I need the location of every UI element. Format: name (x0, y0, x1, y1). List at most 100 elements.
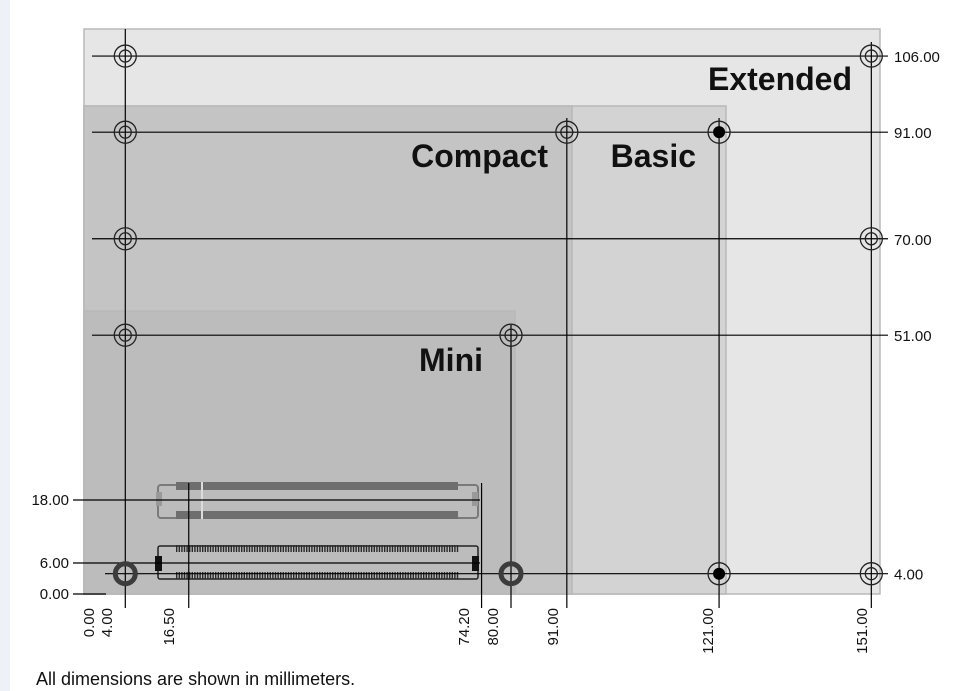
connector-pin (280, 572, 282, 579)
connector-pin (376, 545, 378, 552)
connector-pin (204, 545, 206, 552)
connector-pin (355, 545, 357, 552)
connector-pin (324, 572, 326, 579)
connector-pin (277, 572, 279, 579)
dim-label-y-70-00: 70.00 (894, 232, 932, 249)
connector-pin (308, 572, 310, 579)
dim-label-y-left-0-00: 0.00 (40, 586, 69, 603)
connector-pin (449, 572, 451, 579)
connector-pin (217, 572, 219, 579)
connector-pin (186, 572, 188, 579)
connector-pin (267, 572, 269, 579)
connector-pin (371, 545, 373, 552)
connector-pin (269, 572, 271, 579)
connector-pin (373, 545, 375, 552)
connector-pin (313, 572, 316, 579)
connector-pin (176, 572, 178, 579)
connector-pin (319, 572, 321, 579)
hole-solid-dot (713, 567, 726, 580)
mounting-hole-icon (707, 562, 731, 586)
connector-pin (438, 545, 440, 552)
connector-pin (386, 572, 388, 579)
connector-pin (225, 572, 227, 579)
connector-pin (381, 572, 383, 579)
connector-pin (454, 572, 456, 579)
dim-label-y-51-00: 51.00 (894, 328, 932, 345)
hole-inner-ring (504, 328, 518, 342)
connector-pin (407, 545, 409, 552)
connector-pin (399, 572, 401, 579)
connector-pin (329, 545, 331, 552)
connector-pin (207, 545, 209, 552)
connector-pin (209, 572, 212, 579)
connector-pin (428, 545, 430, 552)
connector-pin (282, 572, 284, 579)
connector-pin-row-top (176, 545, 459, 552)
connector-pin (332, 545, 334, 552)
connector-pin (282, 545, 284, 552)
connector-pin (402, 545, 404, 552)
form-factor-diagram: Extended Basic Compact Mini 106.00 91.00 70.00… (31, 28, 940, 654)
hole-outer-ring (707, 562, 731, 586)
connector-pin (264, 545, 266, 552)
connector-pin (222, 545, 225, 552)
mounting-hole-icon (113, 44, 137, 68)
connector-pin (451, 572, 453, 579)
connector-pin (238, 572, 240, 579)
connector-pin (384, 572, 386, 579)
board-label-extended: Extended (708, 61, 852, 97)
connector-pin (293, 545, 295, 552)
connector-pin (415, 545, 417, 552)
connector-pin (347, 572, 349, 579)
connector-pin (298, 572, 300, 579)
connector-pin (267, 545, 269, 552)
connector-latch-right (472, 492, 478, 506)
connector-pin (389, 572, 391, 579)
connector-pin (235, 545, 238, 552)
connector-pin (300, 545, 303, 552)
hole-inner-ring (118, 232, 132, 246)
connector-pin (235, 572, 238, 579)
dim-label-y-91-00: 91.00 (894, 125, 932, 142)
connector-pin (207, 572, 209, 579)
dim-label-x-74-20: 74.20 (456, 608, 473, 646)
connector-pin (326, 545, 329, 552)
connector-pin (441, 572, 443, 579)
hole-inner-ring (118, 328, 132, 342)
connector-pin (199, 545, 201, 552)
dim-label-x-121-00: 121.00 (700, 608, 717, 654)
connector-pin (212, 572, 214, 579)
connector-pin (183, 572, 186, 579)
connector-pin (443, 572, 446, 579)
dim-label-x-80-00: 80.00 (485, 608, 502, 646)
mounting-hole-icon (499, 323, 523, 347)
connector-pin (186, 545, 188, 552)
connector-pin (451, 545, 453, 552)
connector-pin (384, 545, 386, 552)
connector-pin (220, 572, 222, 579)
mounting-hole-icon (498, 561, 524, 587)
connector-pin (251, 545, 253, 552)
connector-pin (306, 545, 308, 552)
hole-outer-ring (499, 323, 523, 347)
connector-pin (293, 572, 295, 579)
connector-pin (342, 545, 344, 552)
connector-pin (277, 545, 279, 552)
connector-pin (306, 572, 308, 579)
hole-outer-ring (859, 44, 883, 68)
connector-pin (264, 572, 266, 579)
connector-pin (191, 545, 193, 552)
connector-pin (456, 545, 459, 552)
connector-pin (287, 572, 290, 579)
dim-label-x-91-00: 91.00 (545, 608, 562, 646)
connector-pin (378, 572, 381, 579)
connector-pin (212, 545, 214, 552)
mounting-hole-icon (113, 323, 137, 347)
connector-pin (251, 572, 253, 579)
connector-pin (272, 572, 274, 579)
connector-pin (454, 545, 456, 552)
dim-label-x-16-50: 16.50 (161, 608, 178, 646)
connector-pin (449, 545, 451, 552)
connector-pin (285, 545, 287, 552)
connector-pin (243, 572, 245, 579)
